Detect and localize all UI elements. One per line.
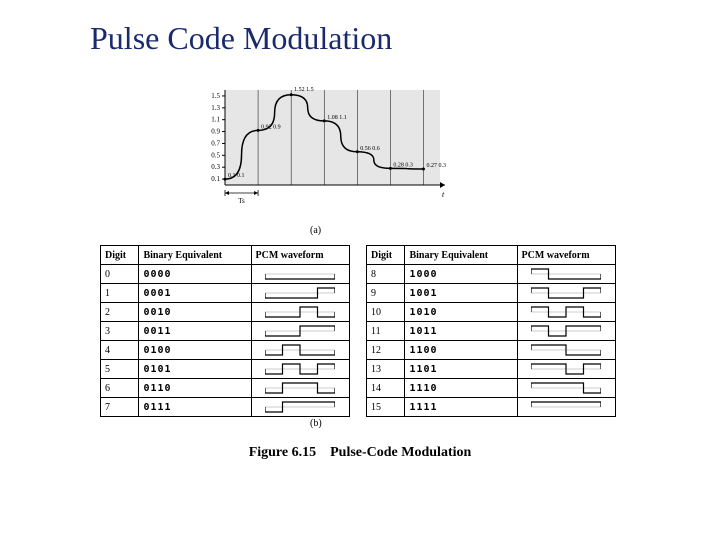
digit-cell: 15: [367, 398, 405, 417]
digit-cell: 5: [101, 360, 139, 379]
binary-cell: 0100: [139, 341, 251, 360]
table-header: Binary Equivalent: [139, 246, 251, 265]
table-header: PCM waveform: [517, 246, 615, 265]
svg-text:0.28 0.3: 0.28 0.3: [393, 162, 413, 168]
svg-text:0.1: 0.1: [211, 175, 220, 183]
digit-cell: 6: [101, 379, 139, 398]
binary-cell: 0111: [139, 398, 251, 417]
svg-text:1.1: 1.1: [211, 116, 220, 124]
table-header: Digit: [101, 246, 139, 265]
pcm-table-left: DigitBinary EquivalentPCM waveform000001…: [100, 245, 350, 417]
binary-cell: 1010: [405, 303, 517, 322]
table-row: 20010: [101, 303, 350, 322]
sublabel-b: (b): [310, 418, 322, 429]
binary-cell: 0000: [139, 265, 251, 284]
table-row: 70111: [101, 398, 350, 417]
svg-text:0.7: 0.7: [211, 139, 220, 147]
figure-caption: Figure 6.15 Pulse-Code Modulation: [0, 445, 720, 461]
figure-title: Pulse-Code Modulation: [330, 445, 471, 460]
binary-cell: 1011: [405, 322, 517, 341]
table-row: 121100: [367, 341, 616, 360]
binary-cell: 1100: [405, 341, 517, 360]
waveform-cell: [251, 341, 349, 360]
svg-text:0.27 0.3: 0.27 0.3: [426, 163, 446, 169]
figure-number: Figure 6.15: [249, 445, 316, 460]
binary-cell: 1101: [405, 360, 517, 379]
table-row: 111011: [367, 322, 616, 341]
page-title: Pulse Code Modulation: [90, 20, 392, 57]
waveform-cell: [517, 265, 615, 284]
table-row: 101010: [367, 303, 616, 322]
table-row: 60110: [101, 379, 350, 398]
sampling-chart-svg: 0.1 0.3 0.5 0.7 0.9 1.1 1.3 1.5 t 0.1 0.1 0.92 0.9…: [180, 85, 460, 215]
svg-text:0.5: 0.5: [211, 151, 220, 159]
digit-cell: 2: [101, 303, 139, 322]
svg-text:0.1 0.1: 0.1 0.1: [228, 173, 245, 179]
pcm-table-right: DigitBinary EquivalentPCM waveform810009…: [366, 245, 616, 417]
waveform-cell: [517, 398, 615, 417]
digit-cell: 4: [101, 341, 139, 360]
waveform-cell: [251, 284, 349, 303]
waveform-cell: [517, 379, 615, 398]
table-header: Binary Equivalent: [405, 246, 517, 265]
svg-text:0.3: 0.3: [211, 163, 220, 171]
table-row: 91001: [367, 284, 616, 303]
sublabel-a: (a): [310, 225, 321, 236]
waveform-cell: [251, 360, 349, 379]
binary-cell: 0001: [139, 284, 251, 303]
table-row: 141110: [367, 379, 616, 398]
binary-cell: 1111: [405, 398, 517, 417]
digit-cell: 1: [101, 284, 139, 303]
pcm-tables: DigitBinary EquivalentPCM waveform000001…: [100, 245, 620, 417]
sampling-chart: 0.1 0.3 0.5 0.7 0.9 1.1 1.3 1.5 t 0.1 0.1 0.92 0.9…: [180, 85, 460, 215]
svg-text:0.9: 0.9: [211, 128, 220, 136]
digit-cell: 10: [367, 303, 405, 322]
digit-cell: 9: [367, 284, 405, 303]
table-header: PCM waveform: [251, 246, 349, 265]
svg-text:0.56 0.6: 0.56 0.6: [360, 146, 380, 152]
table-row: 131101: [367, 360, 616, 379]
waveform-cell: [517, 341, 615, 360]
digit-cell: 7: [101, 398, 139, 417]
svg-text:1.52 1.5: 1.52 1.5: [294, 87, 314, 93]
table-row: 30011: [101, 322, 350, 341]
table-row: 50101: [101, 360, 350, 379]
waveform-cell: [251, 322, 349, 341]
waveform-cell: [517, 360, 615, 379]
waveform-cell: [251, 379, 349, 398]
waveform-cell: [517, 322, 615, 341]
svg-text:t: t: [442, 190, 445, 199]
digit-cell: 11: [367, 322, 405, 341]
digit-cell: 8: [367, 265, 405, 284]
svg-text:1.08 1.1: 1.08 1.1: [327, 115, 347, 121]
binary-cell: 1110: [405, 379, 517, 398]
waveform-cell: [251, 265, 349, 284]
waveform-cell: [251, 303, 349, 322]
digit-cell: 14: [367, 379, 405, 398]
binary-cell: 1000: [405, 265, 517, 284]
svg-text:1.3: 1.3: [211, 104, 220, 112]
table-row: 00000: [101, 265, 350, 284]
binary-cell: 0101: [139, 360, 251, 379]
table-row: 151111: [367, 398, 616, 417]
digit-cell: 12: [367, 341, 405, 360]
table-row: 10001: [101, 284, 350, 303]
table-header: Digit: [367, 246, 405, 265]
svg-text:1.5: 1.5: [211, 92, 220, 100]
binary-cell: 1001: [405, 284, 517, 303]
svg-text:0.92 0.9: 0.92 0.9: [261, 124, 281, 130]
binary-cell: 0011: [139, 322, 251, 341]
digit-cell: 13: [367, 360, 405, 379]
binary-cell: 0110: [139, 379, 251, 398]
table-row: 40100: [101, 341, 350, 360]
waveform-cell: [517, 284, 615, 303]
table-row: 81000: [367, 265, 616, 284]
digit-cell: 0: [101, 265, 139, 284]
binary-cell: 0010: [139, 303, 251, 322]
digit-cell: 3: [101, 322, 139, 341]
svg-text:Ts: Ts: [238, 197, 245, 205]
waveform-cell: [251, 398, 349, 417]
waveform-cell: [517, 303, 615, 322]
